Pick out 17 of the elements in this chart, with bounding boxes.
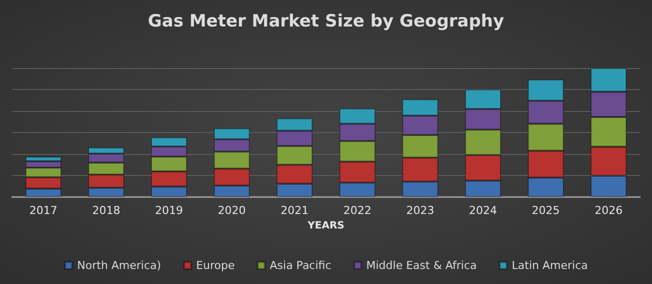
- x-tick-label: 2025: [532, 204, 560, 217]
- x-tick-label: 2026: [594, 204, 623, 217]
- legend-label: Latin America: [512, 259, 588, 272]
- x-axis-title: YEARS: [306, 220, 344, 232]
- legend-label: North America): [77, 259, 162, 272]
- x-tick-label: 2024: [469, 204, 497, 217]
- legend-label: Middle East & Africa: [366, 259, 477, 272]
- x-tick-label: 2022: [343, 204, 372, 217]
- x-tick-label: 2019: [155, 204, 183, 217]
- legend-label: Europe: [196, 259, 235, 272]
- x-tick-label: 2018: [92, 204, 120, 217]
- legend-label: Asia Pacific: [270, 259, 332, 272]
- x-tick-label: 2023: [406, 204, 434, 217]
- x-tick-label: 2020: [218, 204, 246, 217]
- chart-title: Gas Meter Market Size by Geography: [148, 12, 504, 32]
- x-tick-label: 2021: [280, 204, 309, 217]
- x-tick-label: 2017: [29, 204, 58, 217]
